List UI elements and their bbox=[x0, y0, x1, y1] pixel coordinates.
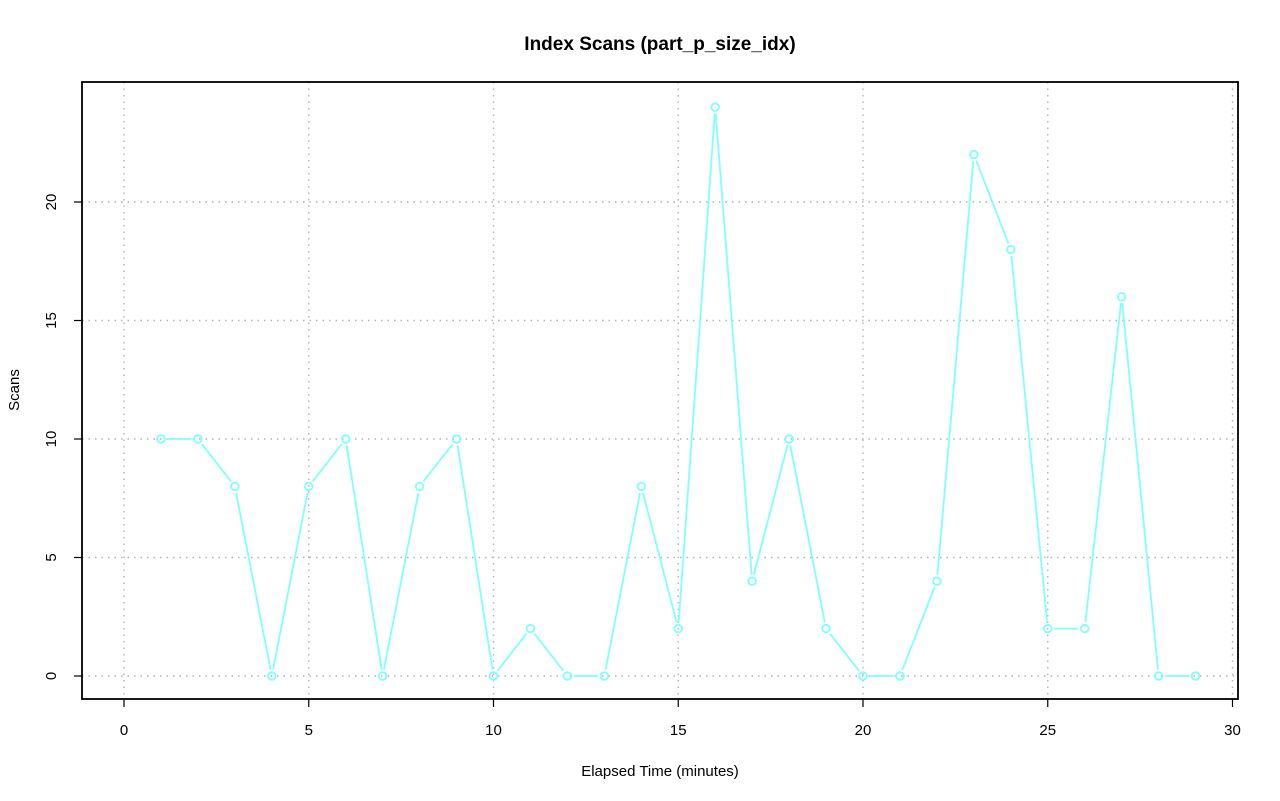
series-segment bbox=[901, 586, 936, 671]
x-axis-label: Elapsed Time (minutes) bbox=[581, 763, 739, 780]
data-point bbox=[1079, 623, 1090, 634]
data-point bbox=[673, 623, 683, 634]
data-point bbox=[562, 671, 573, 681]
plot-area bbox=[81, 81, 1239, 700]
y-axis-label: Scans bbox=[6, 369, 23, 411]
x-tick-label: 20 bbox=[855, 722, 872, 739]
data-point bbox=[525, 623, 536, 634]
data-point bbox=[969, 149, 979, 160]
x-tick-label: 30 bbox=[1224, 722, 1241, 739]
data-point bbox=[267, 671, 277, 681]
series-segment bbox=[604, 492, 641, 670]
x-tick-label: 5 bbox=[305, 722, 313, 739]
series-segment bbox=[456, 445, 494, 670]
data-point bbox=[377, 671, 388, 681]
data-point bbox=[710, 102, 720, 112]
data-point bbox=[784, 434, 794, 444]
series-segment bbox=[533, 633, 565, 672]
series-segment bbox=[312, 443, 343, 482]
x-tick-label: 15 bbox=[670, 722, 687, 739]
series-segment bbox=[936, 160, 975, 575]
data-point bbox=[636, 481, 646, 492]
data-point bbox=[1043, 623, 1053, 634]
data-point bbox=[414, 481, 425, 492]
data-point bbox=[1190, 671, 1201, 681]
series-segment bbox=[1121, 303, 1159, 670]
data-point bbox=[451, 434, 462, 444]
series-segment bbox=[1084, 303, 1122, 623]
series-segment bbox=[829, 633, 860, 672]
series-segment bbox=[201, 443, 232, 482]
data-point bbox=[488, 671, 499, 681]
y-tick-label: 5 bbox=[43, 553, 60, 561]
data-point bbox=[599, 671, 610, 681]
series-segment bbox=[383, 492, 420, 670]
series-segment bbox=[789, 445, 826, 623]
x-tick-label: 0 bbox=[120, 722, 128, 739]
x-tick-label: 25 bbox=[1039, 722, 1056, 739]
series-segment bbox=[752, 445, 789, 576]
series-line bbox=[156, 102, 1201, 681]
y-tick-label: 15 bbox=[43, 312, 60, 329]
grid bbox=[82, 82, 1238, 699]
series-segment bbox=[975, 160, 1010, 244]
data-point bbox=[156, 434, 166, 444]
data-point bbox=[341, 434, 351, 444]
data-point bbox=[193, 434, 203, 444]
y-tick-label: 0 bbox=[43, 672, 60, 680]
chart-title: Index Scans (part_p_size_idx) bbox=[524, 34, 795, 55]
series-segment bbox=[714, 113, 753, 575]
series-segment bbox=[235, 492, 272, 670]
series-segment bbox=[345, 445, 383, 670]
data-point bbox=[1153, 671, 1164, 681]
series-segment bbox=[1010, 255, 1049, 623]
series-segment bbox=[642, 492, 678, 623]
data-point bbox=[304, 481, 314, 492]
data-point bbox=[747, 576, 757, 586]
data-point bbox=[932, 576, 942, 586]
series-segment bbox=[422, 443, 454, 482]
y-tick-label: 20 bbox=[43, 194, 60, 211]
series-segment bbox=[272, 492, 309, 670]
series-segment bbox=[677, 113, 716, 623]
data-point bbox=[821, 623, 831, 634]
data-point bbox=[858, 671, 868, 681]
series-segment bbox=[496, 633, 528, 672]
y-tick-label: 10 bbox=[43, 431, 60, 448]
data-point bbox=[1116, 292, 1127, 302]
data-point bbox=[230, 481, 240, 492]
axes: 0 5 10 15 20 25 30 0 5 10 15 20 bbox=[43, 194, 1241, 739]
data-point bbox=[895, 671, 905, 681]
data-point bbox=[1006, 244, 1016, 255]
x-tick-label: 10 bbox=[485, 722, 502, 739]
